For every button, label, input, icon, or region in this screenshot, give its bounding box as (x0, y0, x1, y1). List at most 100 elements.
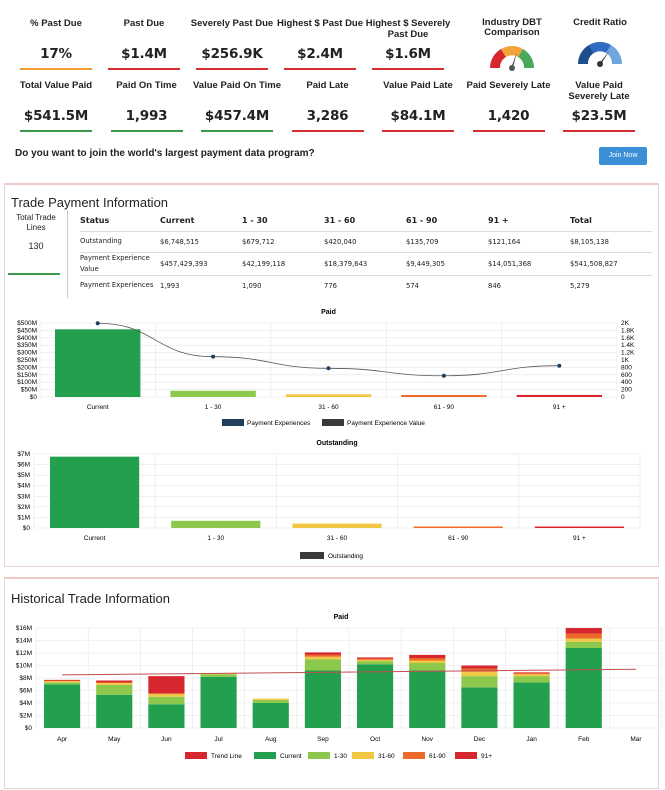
stacked-bar-segment (252, 699, 289, 703)
legend-swatch (254, 752, 276, 759)
paid-chart: Paid $500M 2K $450M 1.8K $400M 1.6K $350M 1.4K $3… (17, 309, 635, 427)
table-cell: $135,709 (406, 230, 488, 252)
total-trade-lines-value: 130 (28, 241, 44, 251)
data-point (441, 373, 446, 378)
metric-underline (108, 68, 180, 70)
y-tick-label: $150M (17, 372, 37, 379)
y2-tick-label: 1.4K (621, 342, 635, 349)
x-tick-label: Dec (474, 736, 486, 743)
join-now-button[interactable]: Join Now (599, 147, 647, 165)
bar (401, 395, 487, 397)
section-title: Historical Trade Information (11, 591, 170, 606)
chart-title: Paid (334, 614, 349, 621)
stacked-bar-segment (565, 638, 602, 642)
table-header-row: Status Current 1 - 30 31 - 60 61 - 90 91 + Tot… (80, 211, 652, 231)
metric-card: Paid Late 3,286 (284, 80, 372, 132)
y2-tick-label: 1K (621, 357, 630, 364)
y-tick-label: $5M (17, 472, 30, 479)
stacked-bar-segment (513, 674, 550, 677)
y-tick-label: $10M (16, 663, 32, 670)
table-cell: $9,449,305 (406, 251, 488, 275)
metric-value: $541.5M (23, 108, 89, 124)
data-point (557, 363, 562, 368)
metric-value: $1.6M (385, 46, 431, 62)
y-tick-label: $7M (17, 451, 30, 458)
stacked-bar-segment (513, 673, 550, 675)
stacked-bar-segment (44, 681, 81, 683)
y2-tick-label: 1.2K (621, 350, 635, 357)
legend-label: 91+ (481, 753, 492, 760)
stacked-bar-segment (461, 687, 498, 728)
data-point (326, 366, 331, 371)
stacked-bar-segment (461, 671, 498, 677)
stacked-bar-segment (565, 641, 602, 648)
x-tick-label: 31 - 60 (318, 404, 339, 411)
x-tick-label: 61 - 90 (434, 404, 455, 411)
stacked-bar-segment (461, 676, 498, 688)
row-label: Payment Experiences (80, 274, 160, 296)
trade-payment-table: Status Current 1 - 30 31 - 60 61 - 90 91 + Tot… (80, 211, 652, 296)
column-header: 1 - 30 (242, 216, 268, 226)
stacked-bar-segment (148, 704, 185, 728)
stacked-bar-segment (357, 661, 394, 665)
bar (292, 523, 382, 528)
stacked-bar-segment (304, 656, 341, 660)
y-tick-label: $12M (16, 650, 32, 657)
historical-paid-chart: Paid $16M $14M $12M $10M $8M $6M $4M $2M $0 Apr May… (16, 614, 663, 760)
industry-dbt-gauge: Industry DBT Comparison (468, 18, 556, 77)
legend-swatch (300, 552, 324, 559)
table-cell: 1,993 (160, 274, 242, 296)
metric-value: $256.9K (201, 46, 263, 62)
column-header: Current (160, 216, 195, 226)
y-tick-label: $16M (16, 625, 32, 632)
metric-card: Paid Severely Late 1,420 (465, 80, 553, 132)
y-tick-label: $300M (17, 350, 37, 357)
table-cell: $679,712 (242, 230, 324, 252)
bar (50, 456, 140, 528)
metric-underline (291, 130, 364, 132)
legend-swatch (322, 419, 344, 426)
x-tick-label: 91 + (553, 404, 566, 411)
credit-ratio-gauge: Credit Ratio (556, 18, 644, 75)
stacked-bar-segment (357, 659, 394, 662)
metric-card: Value Paid Late $84.1M (374, 80, 462, 132)
bar (285, 394, 372, 397)
stacked-bar-segment (96, 694, 133, 728)
stacked-bar-segment (44, 682, 81, 685)
legend-label: Payment Experience Value (347, 420, 425, 427)
table-cell: $8,105,138 (570, 230, 652, 252)
x-tick-label: Jul (214, 736, 223, 743)
y-tick-label: $2M (19, 713, 32, 720)
stacked-bar-segment (565, 633, 602, 639)
stacked-bar-segment (357, 657, 394, 659)
legend-label: Current (280, 753, 302, 760)
stacked-bar-segment (513, 672, 550, 673)
stacked-bar-segment (357, 658, 394, 660)
data-point (211, 354, 216, 359)
y-tick-label: $0 (30, 394, 38, 401)
metric-card: Severely Past Due $256.9K (188, 18, 276, 70)
column-header: Total (570, 216, 592, 226)
table-row: Payment Experiences 1,993 1,090 776 574 846 5,… (80, 274, 652, 296)
stacked-bar-segment (200, 676, 237, 728)
metric-card: Paid On Time 1,993 (103, 80, 191, 132)
metric-label: Highest $ Severely Past Due (365, 18, 451, 40)
y2-tick-label: 600 (621, 372, 632, 379)
table-cell: 574 (406, 274, 488, 296)
chart-title: Outstanding (316, 440, 357, 447)
x-tick-label: Current (87, 404, 109, 411)
metric-card: % Past Due 17% (12, 18, 100, 70)
stacked-bar-segment (304, 654, 341, 657)
y-tick-label: $100M (17, 379, 37, 386)
legend-swatch (403, 752, 425, 759)
metric-value: 17% (40, 46, 72, 62)
metric-underline (284, 68, 356, 70)
y-tick-label: $0 (25, 725, 33, 732)
stacked-bar-segment (409, 658, 446, 661)
x-tick-label: 91 + (573, 535, 586, 542)
metric-label: Value Paid On Time (193, 80, 281, 91)
metric-card: Highest $ Past Due $2.4M (276, 18, 364, 70)
stacked-bar-segment (357, 664, 394, 728)
y-tick-label: $2M (17, 504, 30, 511)
outstanding-chart: Outstanding $7M $6M $5M $4M $3M $2M $1M $0 Curren… (17, 440, 641, 560)
